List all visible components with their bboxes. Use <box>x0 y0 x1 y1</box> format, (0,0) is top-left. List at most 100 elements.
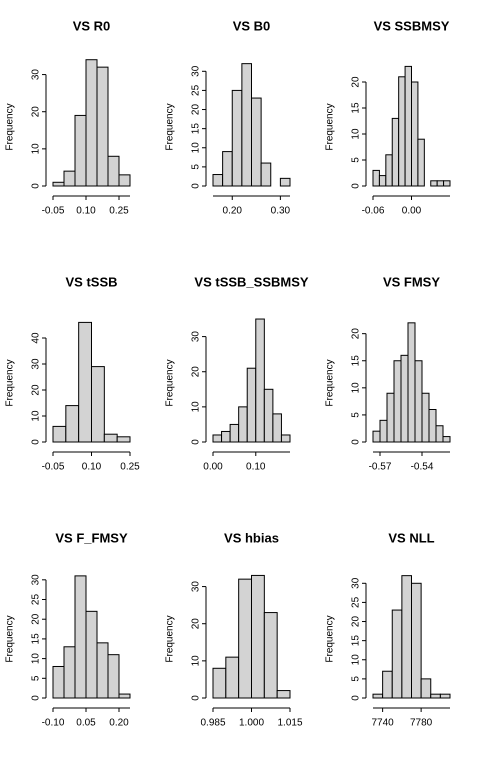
y-tick-label: 0 <box>31 695 42 701</box>
y-tick-label: 30 <box>191 65 202 77</box>
x-tick-label: 0.10 <box>246 462 266 473</box>
y-tick-label: 5 <box>351 676 362 682</box>
x-tick-label: 0.25 <box>120 462 140 473</box>
x-tick-label: 0.985 <box>200 718 225 729</box>
bar <box>272 413 282 443</box>
panel-title: VS NLL <box>388 530 434 545</box>
y-axis-label: Frequency <box>165 359 176 406</box>
bar <box>118 174 131 187</box>
bar <box>279 177 291 187</box>
bar <box>74 575 87 699</box>
y-tick-label: 20 <box>31 613 42 625</box>
y-tick-label: 0 <box>31 439 42 445</box>
bar <box>430 180 438 187</box>
bar <box>411 81 419 187</box>
x-tick-label: 0.25 <box>109 206 129 217</box>
y-tick-label: 5 <box>31 675 42 681</box>
panel-title: VS tSSB_SSBMSY <box>194 274 308 289</box>
y-tick-label: 10 <box>351 128 362 140</box>
y-tick-label: 10 <box>31 653 42 665</box>
x-tick-label: -0.54 <box>411 462 434 473</box>
bar <box>414 360 423 443</box>
bar <box>251 97 262 187</box>
x-tick-label: 7740 <box>372 718 395 729</box>
bar <box>246 367 257 443</box>
bar <box>263 612 278 699</box>
bar <box>96 642 109 699</box>
bar <box>280 434 291 443</box>
x-tick-label: -0.05 <box>42 462 65 473</box>
bar <box>260 162 272 187</box>
y-tick-label: 0 <box>191 183 202 189</box>
bar <box>52 425 67 443</box>
y-axis-label: Frequency <box>5 359 16 406</box>
y-tick-label: 25 <box>191 84 202 96</box>
y-tick-label: 15 <box>351 355 362 367</box>
bar <box>428 409 437 443</box>
y-axis-label: Frequency <box>325 103 336 150</box>
y-tick-label: 30 <box>351 577 362 589</box>
y-tick-label: 10 <box>351 654 362 666</box>
bar <box>372 430 381 443</box>
bar <box>118 693 131 699</box>
bar <box>85 610 98 699</box>
bar <box>231 89 243 187</box>
y-axis-label: Frequency <box>165 615 176 662</box>
y-tick-label: 30 <box>31 574 42 586</box>
y-tick-label: 0 <box>31 183 42 189</box>
bar <box>372 693 384 699</box>
bar <box>263 388 274 443</box>
bar <box>212 434 223 443</box>
panel-title: VS R0 <box>73 18 111 33</box>
bar <box>107 654 120 699</box>
y-tick-label: 0 <box>351 695 362 701</box>
y-axis-label: Frequency <box>325 615 336 662</box>
x-tick-label: 0.30 <box>271 206 291 217</box>
y-tick-label: 10 <box>31 410 42 422</box>
x-tick-label: -0.05 <box>42 206 65 217</box>
y-tick-label: 15 <box>351 102 362 114</box>
y-axis-label: Frequency <box>325 359 336 406</box>
bar <box>386 392 395 443</box>
panel-title: VS SSBMSY <box>374 18 450 33</box>
bar <box>251 574 265 699</box>
bar <box>78 321 92 443</box>
y-tick-label: 20 <box>191 618 202 630</box>
bar <box>85 59 98 187</box>
bar <box>401 575 412 699</box>
y-tick-label: 10 <box>191 142 202 154</box>
bar <box>229 423 240 443</box>
y-tick-label: 30 <box>191 331 202 343</box>
y-tick-label: 25 <box>351 596 362 608</box>
y-tick-label: 0 <box>191 439 202 445</box>
y-tick-label: 5 <box>351 412 362 418</box>
x-tick-label: 0.10 <box>82 462 102 473</box>
bar <box>255 318 265 443</box>
y-tick-label: 20 <box>351 616 362 628</box>
bar <box>52 181 65 187</box>
bar <box>407 322 416 443</box>
y-tick-label: 15 <box>191 123 202 135</box>
y-axis-label: Frequency <box>165 103 176 150</box>
bar <box>372 169 380 187</box>
x-tick-label: -0.06 <box>362 206 385 217</box>
bar <box>225 656 240 699</box>
x-tick-label: -0.10 <box>42 718 65 729</box>
bar <box>435 425 444 443</box>
x-tick-label: 0.00 <box>203 462 223 473</box>
bar <box>91 366 105 443</box>
bar <box>74 114 87 187</box>
y-tick-label: 30 <box>31 358 42 370</box>
bar <box>378 175 387 187</box>
bar <box>276 690 291 699</box>
bar <box>116 436 131 443</box>
bar <box>421 392 430 443</box>
bar <box>420 678 432 699</box>
y-tick-label: 15 <box>351 635 362 647</box>
bar <box>221 430 231 443</box>
x-tick-label: 0.20 <box>223 206 243 217</box>
y-tick-label: 30 <box>191 581 202 593</box>
bar <box>241 63 252 187</box>
bar <box>398 76 406 187</box>
x-tick-label: 0.05 <box>76 718 96 729</box>
